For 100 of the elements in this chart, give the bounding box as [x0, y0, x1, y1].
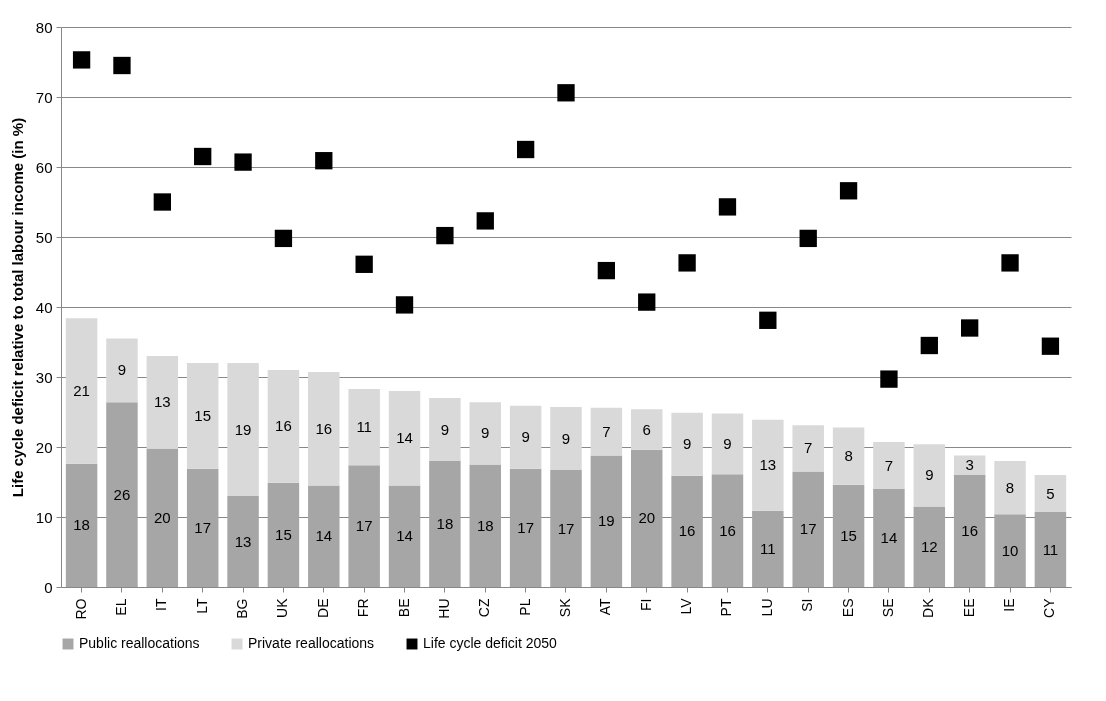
data-label: 6 — [642, 420, 651, 438]
point — [355, 255, 373, 273]
data-label: 17 — [517, 518, 534, 536]
data-label: 17 — [799, 520, 817, 538]
y-tick-label: 0 — [44, 578, 53, 596]
point — [718, 198, 737, 216]
x-tick-label: SE — [879, 598, 896, 618]
data-label: 18 — [476, 516, 494, 534]
point — [799, 229, 817, 248]
point — [1001, 254, 1019, 272]
bar — [227, 496, 259, 587]
point — [436, 226, 454, 245]
data-label: 10 — [1001, 541, 1019, 559]
bar — [388, 391, 421, 486]
data-label: 14 — [396, 429, 413, 447]
bar — [630, 409, 663, 450]
data-label: 20 — [638, 509, 656, 527]
data-label: 13 — [153, 393, 171, 411]
x-tick-label: FI — [637, 598, 654, 611]
point — [516, 140, 535, 159]
x-tick-label: SK — [557, 597, 573, 618]
point — [153, 193, 171, 211]
y-tick-label: 70 — [35, 88, 53, 106]
y-axis-title: Life cycle deficit relative to total labour income (in %) — [8, 117, 26, 498]
x-tick-label: HU — [435, 598, 452, 619]
x-tick-label: PL — [516, 598, 533, 616]
bar — [792, 471, 824, 587]
bar — [146, 356, 179, 449]
bar — [146, 448, 179, 587]
data-label: 16 — [961, 522, 979, 539]
point — [678, 254, 696, 272]
bar — [429, 461, 461, 587]
x-tick-label: LU — [758, 598, 775, 617]
bar — [469, 464, 502, 587]
data-label: 8 — [844, 447, 853, 465]
data-label: 9 — [117, 361, 127, 379]
bar — [267, 482, 300, 587]
bar — [953, 475, 986, 587]
point — [920, 336, 938, 355]
bar — [186, 363, 219, 469]
data-label: 16 — [275, 417, 292, 435]
bar — [106, 338, 138, 403]
bar — [994, 461, 1026, 515]
y-tick-label: 50 — [35, 228, 53, 246]
data-label: 17 — [194, 518, 212, 536]
y-tick-label: 40 — [35, 298, 53, 316]
data-label: 17 — [355, 517, 373, 535]
bar — [308, 372, 340, 486]
bar — [792, 425, 824, 472]
data-label: 9 — [481, 424, 490, 442]
data-label: 19 — [234, 420, 252, 438]
data-label: 14 — [396, 527, 413, 545]
data-label: 5 — [1046, 484, 1055, 502]
bar — [469, 402, 502, 465]
x-tick-label: AT — [597, 598, 614, 616]
data-label: 7 — [884, 456, 894, 474]
bar — [913, 506, 946, 587]
data-label: 15 — [194, 406, 212, 424]
bar — [873, 489, 905, 587]
data-label: 13 — [234, 532, 252, 550]
x-tick-label: IT — [153, 598, 170, 611]
point — [961, 319, 979, 337]
bar — [671, 475, 703, 587]
x-tick-label: FR — [355, 598, 372, 618]
data-label: 16 — [315, 419, 333, 437]
x-tick-label: BG — [234, 598, 251, 619]
x-tick-label: ES — [839, 598, 856, 618]
x-tick-label: UK — [274, 597, 291, 618]
bar — [348, 465, 380, 587]
bar — [832, 427, 865, 485]
bar — [994, 514, 1026, 587]
bar — [509, 468, 542, 587]
x-tick-label: LT — [193, 598, 210, 614]
bar — [186, 468, 219, 587]
data-label: 14 — [315, 527, 333, 545]
data-label: 11 — [356, 418, 372, 436]
legend-label: Private reallocations — [248, 635, 375, 651]
legend-label: Public reallocations — [79, 635, 200, 651]
x-tick-label: IE — [1001, 598, 1018, 612]
bar — [873, 442, 905, 489]
data-label: 9 — [925, 466, 934, 484]
data-label: 20 — [153, 508, 171, 526]
data-label: 9 — [440, 420, 450, 438]
point — [759, 311, 777, 329]
data-label: 16 — [719, 521, 736, 539]
x-tick-label: CZ — [476, 598, 493, 618]
bar — [388, 485, 421, 587]
bar — [590, 455, 623, 587]
x-tick-label: EL — [112, 598, 129, 616]
legend-label: Life cycle deficit 2050 — [423, 635, 558, 651]
bar — [550, 407, 582, 471]
data-label: 26 — [113, 485, 131, 503]
x-tick-label: DK — [920, 597, 937, 618]
data-label: 15 — [275, 525, 292, 543]
data-label: 18 — [73, 516, 90, 534]
bar — [348, 388, 380, 466]
point — [72, 51, 91, 69]
bar — [832, 484, 865, 587]
data-label: 12 — [920, 537, 938, 555]
x-tick-label: EE — [960, 598, 977, 618]
